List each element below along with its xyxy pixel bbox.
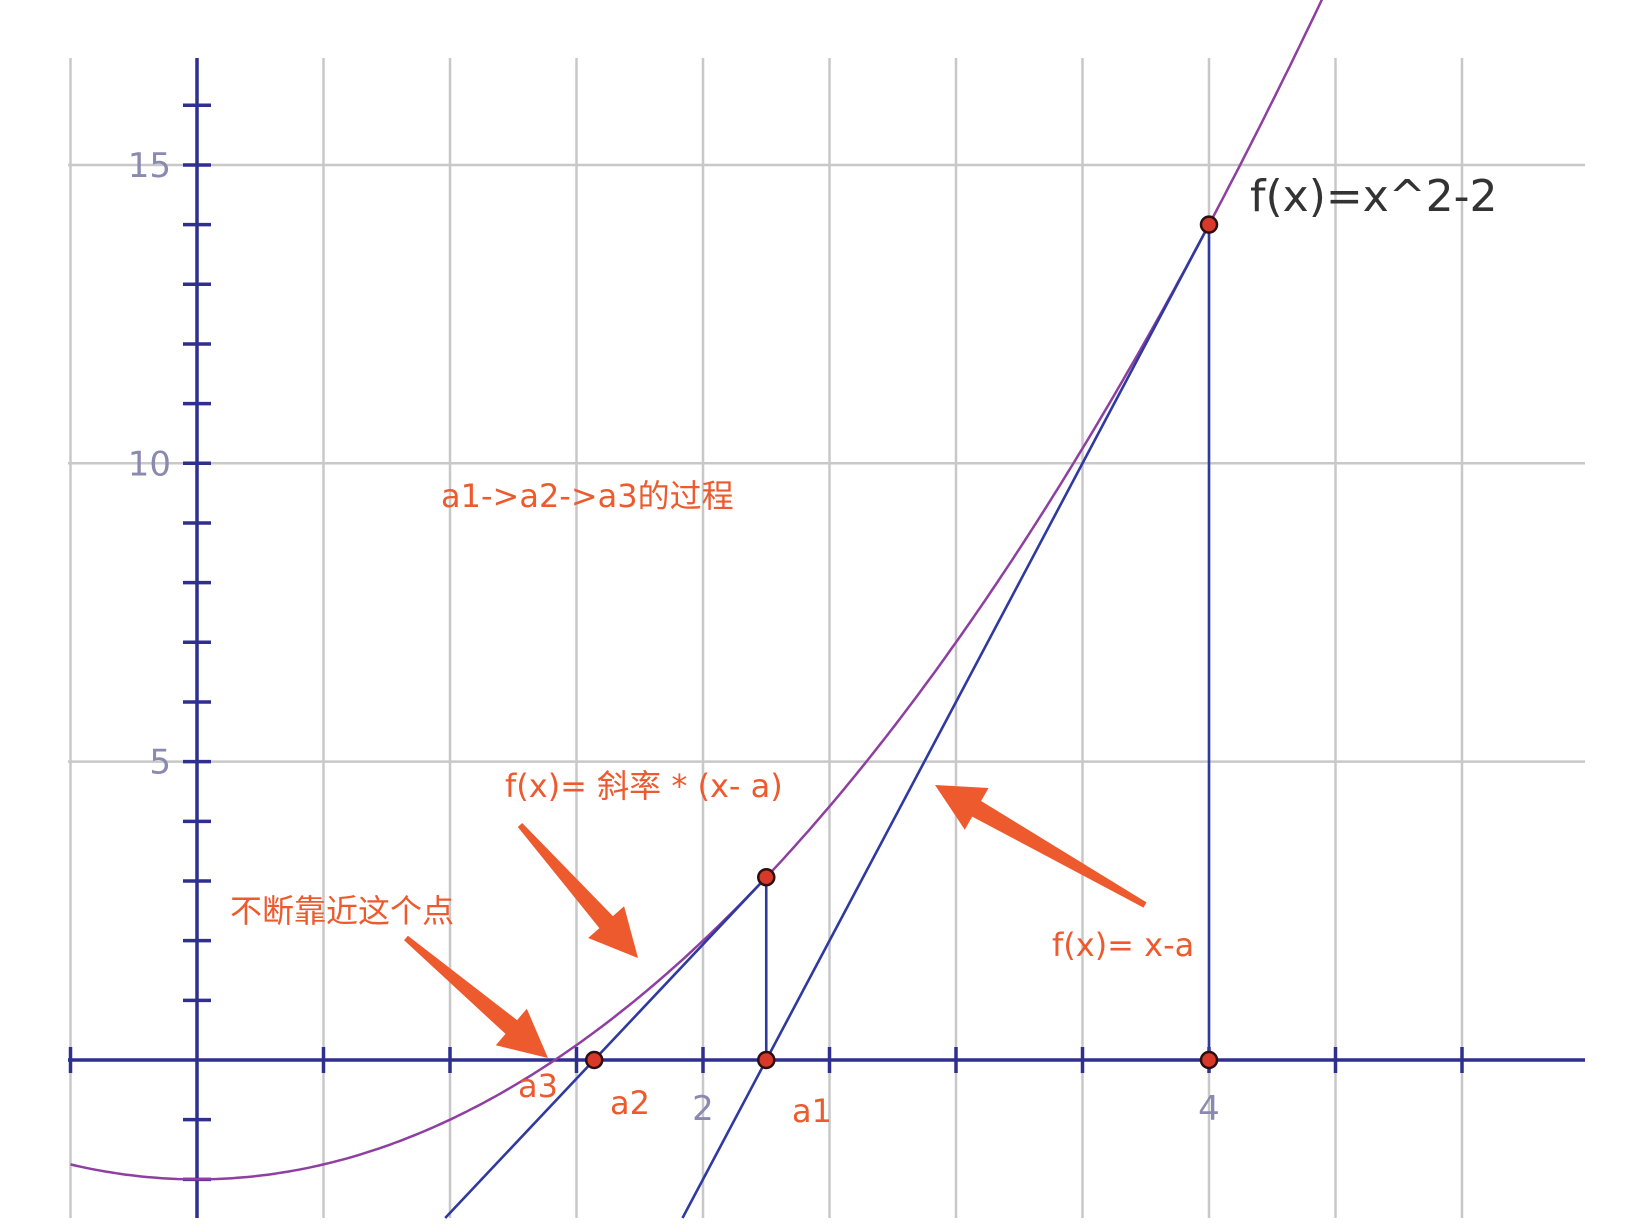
y-tick-label: 5: [149, 743, 171, 783]
y-tick-label: 10: [128, 444, 171, 484]
approach-annotation: 不断靠近这个点: [230, 892, 454, 930]
point-a2: [584, 1050, 604, 1070]
tick-labels: 2 4 5 10 15: [128, 146, 1220, 1129]
point-label-a2: a2: [610, 1084, 650, 1122]
point-label-a3: a3: [518, 1067, 558, 1105]
arrows: [404, 785, 1147, 1058]
axis-point: [1199, 1050, 1219, 1070]
x-tick-label: 4: [1198, 1089, 1220, 1129]
point-a1: [757, 1050, 776, 1070]
arrow-to-tangent: [517, 823, 638, 958]
plot-area: [70, 0, 1324, 1219]
points: [584, 215, 1219, 1070]
function-curve: [70, 0, 1324, 1181]
arrow-to-root: [404, 935, 548, 1058]
curve-point: [757, 868, 776, 887]
x-tick-label: 2: [692, 1089, 714, 1129]
process-annotation: a1->a2->a3的过程: [441, 477, 734, 515]
y-tick-label: 15: [128, 146, 171, 186]
tangent-line: [681, 224, 1211, 1219]
curve-point: [1199, 215, 1219, 234]
line-formula-annotation: f(x)= x-a: [1052, 926, 1194, 964]
grid: [68, 58, 1585, 1218]
axes: [68, 58, 1585, 1218]
tangent-formula-annotation: f(x)= 斜率 * (x- a): [505, 767, 783, 805]
arrow-to-line: [935, 785, 1147, 908]
point-label-a1: a1: [792, 1092, 832, 1130]
tangent-line: [444, 876, 768, 1219]
function-label: f(x)=x^2-2: [1250, 171, 1498, 222]
